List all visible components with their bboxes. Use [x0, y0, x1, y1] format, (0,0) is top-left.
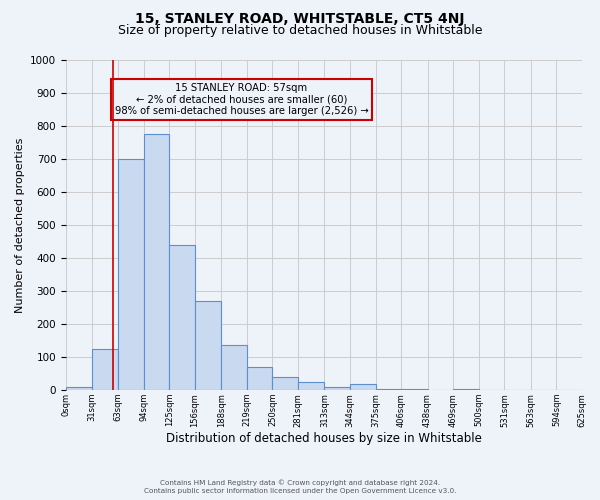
Y-axis label: Number of detached properties: Number of detached properties: [14, 138, 25, 312]
Bar: [298, 382, 325, 390]
Text: Size of property relative to detached houses in Whitstable: Size of property relative to detached ho…: [118, 24, 482, 37]
Bar: [66, 386, 92, 390]
Bar: [350, 384, 376, 390]
X-axis label: Distribution of detached houses by size in Whitstable: Distribution of detached houses by size …: [166, 432, 482, 445]
Text: 15 STANLEY ROAD: 57sqm
← 2% of detached houses are smaller (60)
98% of semi-deta: 15 STANLEY ROAD: 57sqm ← 2% of detached …: [115, 83, 368, 116]
Bar: [247, 367, 272, 390]
Bar: [92, 349, 118, 390]
Bar: [143, 134, 169, 390]
Bar: [118, 159, 143, 390]
Bar: [195, 301, 221, 390]
Bar: [169, 245, 195, 390]
Bar: [325, 386, 350, 390]
Bar: [272, 377, 298, 390]
Text: Contains HM Land Registry data © Crown copyright and database right 2024.
Contai: Contains HM Land Registry data © Crown c…: [144, 480, 456, 494]
Bar: [221, 346, 247, 390]
Text: 15, STANLEY ROAD, WHITSTABLE, CT5 4NJ: 15, STANLEY ROAD, WHITSTABLE, CT5 4NJ: [135, 12, 465, 26]
